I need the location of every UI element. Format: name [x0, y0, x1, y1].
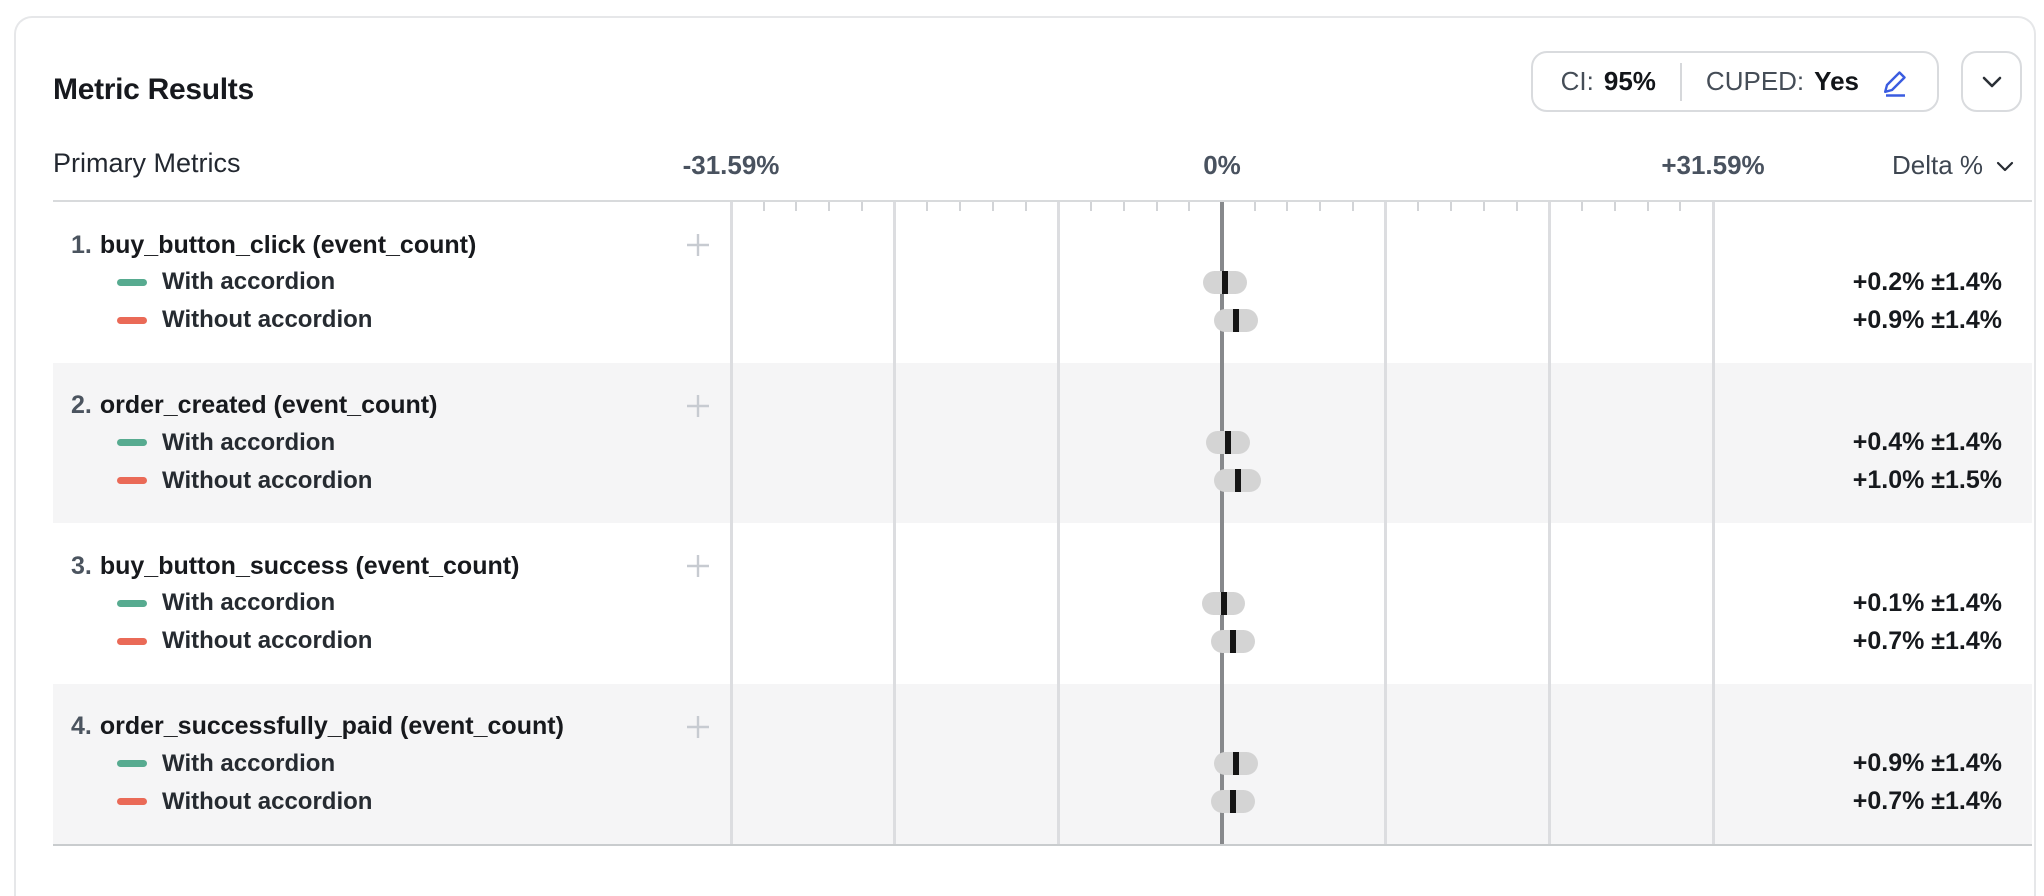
point-estimate-marker: [1222, 270, 1229, 294]
variant-label: Without accordion: [162, 466, 373, 494]
point-estimate-marker: [1234, 469, 1241, 492]
without-accordion-swatch: [117, 316, 147, 324]
delta-value: +0.4% ±1.4%: [1852, 428, 2002, 456]
delta-value: +0.9% ±1.4%: [1852, 749, 2002, 777]
variant-row: Without accordion: [117, 304, 372, 336]
variant-row: With accordion: [117, 748, 335, 780]
delta-row: +0.2% ±1.4%: [1853, 266, 2002, 298]
ci-label: CI:: [1560, 66, 1594, 96]
section-label: Primary Metrics: [53, 148, 241, 178]
axis-label-max: +31.59%: [1661, 150, 1765, 180]
variant-row: Without accordion: [117, 465, 372, 497]
delta-row: +0.4% ±1.4%: [1853, 427, 2002, 459]
axis-label-min: -31.59%: [682, 150, 780, 180]
delta-row: +0.1% ±1.4%: [1853, 587, 2002, 619]
ci-value: 95%: [1603, 66, 1656, 96]
point-estimate-marker: [1225, 431, 1232, 454]
confidence-interval-bar[interactable]: [1214, 752, 1258, 775]
point-estimate-marker: [1229, 790, 1236, 813]
metric-name-row: 3. buy_button_success (event_count): [71, 550, 519, 582]
confidence-interval-bar[interactable]: [1214, 308, 1258, 332]
delta-value: +1.0% ±1.5%: [1852, 466, 2002, 494]
variant-label: With accordion: [162, 428, 336, 456]
metric-results-panel: Metric Results CI: 95% CUPED: Yes: [14, 16, 2036, 896]
metric-name-row: 1. buy_button_click (event_count): [71, 229, 476, 261]
delta-header-label: Delta %: [1891, 150, 1983, 180]
cuped-value: Yes: [1814, 66, 1859, 96]
without-accordion-swatch: [117, 798, 147, 805]
confidence-interval-bar[interactable]: [1201, 591, 1246, 615]
metric-index: 3.: [71, 551, 92, 580]
cuped-label: CUPED:: [1705, 66, 1805, 96]
pencil-icon[interactable]: [1879, 66, 1911, 98]
confidence-interval-bar[interactable]: [1211, 790, 1255, 813]
panel-controls: CI: 95% CUPED: Yes: [1530, 51, 2032, 112]
variant-row: Without accordion: [117, 786, 372, 818]
variant-label: Without accordion: [162, 787, 373, 815]
delta-sort-header[interactable]: Delta %: [1892, 150, 2017, 181]
confidence-interval-bar[interactable]: [1211, 629, 1255, 653]
metric-index: 1.: [71, 230, 92, 259]
delta-row: +1.0% ±1.5%: [1853, 465, 2002, 497]
delta-value: +0.9% ±1.4%: [1852, 305, 2002, 334]
with-accordion-swatch: [117, 599, 147, 607]
without-accordion-swatch: [117, 477, 147, 484]
panel-header: Metric Results CI: 95% CUPED: Yes: [53, 18, 2032, 134]
delta-row: +0.9% ±1.4%: [1853, 304, 2002, 336]
metric-name-row: 4. order_successfully_paid (event_count): [71, 711, 564, 743]
with-accordion-swatch: [117, 439, 147, 446]
collapse-panel-button[interactable]: [1961, 51, 2022, 112]
expand-plus-icon[interactable]: [686, 715, 710, 739]
metric-index: 4.: [71, 712, 92, 740]
variant-row: With accordion: [117, 266, 335, 298]
point-estimate-marker: [1232, 752, 1239, 775]
expand-plus-icon[interactable]: [686, 394, 710, 418]
delta-row: +0.9% ±1.4%: [1853, 748, 2002, 780]
with-accordion-swatch: [117, 760, 147, 767]
metric-name: order_created (event_count): [99, 391, 438, 419]
variant-row: Without accordion: [117, 625, 372, 657]
with-accordion-swatch: [117, 278, 147, 286]
variant-label: With accordion: [162, 749, 336, 777]
confidence-interval-bar[interactable]: [1214, 469, 1261, 492]
metric-block: 4. order_successfully_paid (event_count) W…: [53, 683, 2032, 844]
delta-value: +0.7% ±1.4%: [1852, 626, 2002, 655]
expand-plus-icon[interactable]: [686, 554, 710, 578]
metric-name-row: 2. order_created (event_count): [71, 390, 437, 422]
metric-rows: 1. buy_button_click (event_count) With acc…: [53, 200, 2032, 846]
variant-label: Without accordion: [162, 306, 373, 333]
confidence-interval-bar[interactable]: [1203, 270, 1247, 294]
delta-value: +0.2% ±1.4%: [1852, 267, 2002, 296]
variant-label: With accordion: [162, 268, 336, 295]
axis-label-zero: 0%: [1203, 150, 1241, 180]
metric-block: 1. buy_button_click (event_count) With acc…: [53, 202, 2032, 363]
confidence-interval-bar[interactable]: [1206, 431, 1250, 454]
delta-value: +0.7% ±1.4%: [1852, 787, 2002, 815]
variant-row: With accordion: [117, 587, 335, 619]
metric-index: 2.: [71, 391, 92, 419]
metric-name: buy_button_click (event_count): [99, 230, 477, 259]
page-title: Metric Results: [53, 73, 254, 106]
chevron-down-icon: [1975, 65, 2009, 99]
variant-label: Without accordion: [162, 627, 373, 654]
point-estimate-marker: [1229, 629, 1236, 653]
point-estimate-marker: [1232, 308, 1239, 332]
delta-row: +0.7% ±1.4%: [1853, 786, 2002, 818]
metric-name: buy_button_success (event_count): [99, 551, 520, 580]
chevron-down-icon: [1993, 154, 2017, 178]
metric-name: order_successfully_paid (event_count): [99, 712, 564, 740]
variant-row: With accordion: [117, 427, 335, 459]
variant-label: With accordion: [162, 589, 336, 616]
metric-block: 2. order_created (event_count) With accord…: [53, 362, 2032, 523]
without-accordion-swatch: [117, 637, 147, 645]
ci-cuped-settings-button[interactable]: CI: 95% CUPED: Yes: [1530, 51, 1939, 112]
axis-header-row: Primary Metrics -31.59% 0% +31.59% Delta…: [53, 134, 2032, 200]
point-estimate-marker: [1220, 591, 1227, 615]
expand-plus-icon[interactable]: [686, 233, 710, 257]
divider: [1679, 62, 1682, 101]
delta-value: +0.1% ±1.4%: [1852, 588, 2002, 617]
delta-row: +0.7% ±1.4%: [1853, 625, 2002, 657]
metric-block: 3. buy_button_success (event_count) With a…: [53, 523, 2032, 684]
